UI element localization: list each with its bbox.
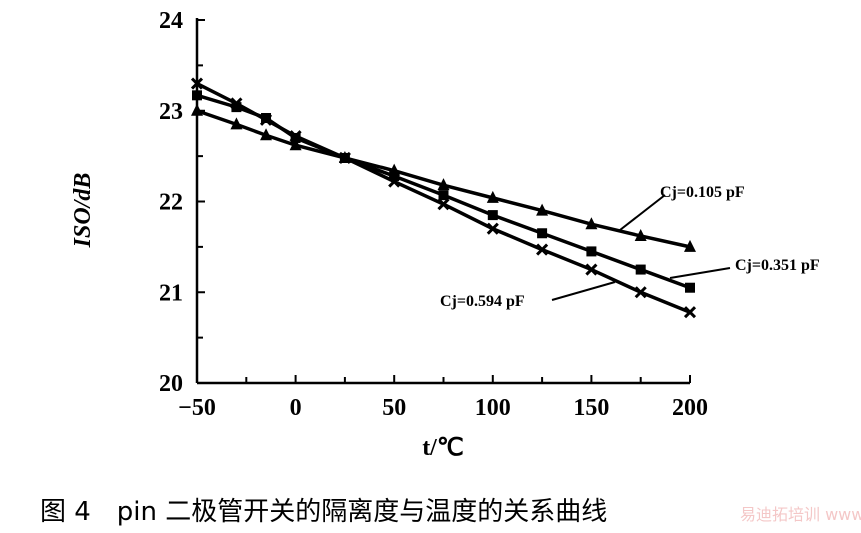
label-cj-0594: Cj=0.594 pF bbox=[440, 293, 525, 310]
x-marker bbox=[289, 130, 302, 143]
triangle-marker bbox=[585, 217, 598, 230]
triangle-marker bbox=[260, 128, 273, 141]
series-line-0 bbox=[196, 109, 691, 249]
leader-line-0351 bbox=[669, 267, 731, 279]
x-tick-label: 100 bbox=[475, 395, 511, 421]
y-tick-label: 24 bbox=[159, 8, 183, 34]
x-marker bbox=[437, 198, 450, 211]
triangle-marker bbox=[536, 203, 549, 216]
triangle-marker bbox=[486, 190, 499, 203]
square-marker bbox=[685, 282, 695, 293]
triangle-marker bbox=[684, 239, 696, 252]
x-marker bbox=[190, 77, 204, 90]
square-marker bbox=[586, 246, 597, 257]
square-marker bbox=[487, 210, 498, 221]
leader-line-0105 bbox=[619, 194, 666, 231]
x-axis-label: t/℃ bbox=[422, 435, 464, 461]
series-line-2 bbox=[196, 81, 691, 314]
triangle-marker bbox=[191, 103, 203, 116]
square-marker bbox=[389, 171, 400, 182]
square-marker bbox=[438, 190, 449, 201]
x-marker bbox=[486, 222, 499, 235]
square-marker bbox=[231, 102, 242, 113]
square-marker bbox=[537, 228, 548, 239]
x-marker bbox=[338, 151, 351, 165]
y-axis-label: ISO/dB bbox=[70, 173, 96, 249]
y-tick-label: 21 bbox=[159, 280, 183, 306]
x-tick-label: 200 bbox=[672, 395, 708, 421]
square-marker bbox=[192, 90, 202, 101]
x-tick-label: 50 bbox=[382, 395, 406, 421]
y-tick-label: 22 bbox=[159, 190, 183, 216]
x-marker bbox=[634, 286, 647, 299]
leader-line-0594 bbox=[551, 281, 616, 301]
triangle-marker bbox=[230, 117, 243, 130]
y-tick-label: 20 bbox=[159, 371, 183, 397]
x-tick-label: −50 bbox=[178, 395, 216, 421]
x-marker bbox=[585, 263, 598, 276]
watermark: 易迪拓培训 www.edatop.com bbox=[740, 505, 861, 524]
square-marker bbox=[635, 264, 646, 275]
y-tick-label: 23 bbox=[159, 99, 183, 125]
x-marker bbox=[230, 97, 243, 110]
figure-caption: 图 4 pin 二极管开关的隔离度与温度的关系曲线 bbox=[40, 497, 607, 527]
triangle-marker bbox=[437, 178, 450, 191]
label-cj-0351: Cj=0.351 pF bbox=[735, 257, 820, 274]
label-cj-0105: Cj=0.105 pF bbox=[660, 184, 745, 201]
x-marker bbox=[388, 175, 401, 188]
x-marker bbox=[259, 113, 273, 126]
x-marker bbox=[536, 243, 549, 256]
x-tick-label: 150 bbox=[573, 395, 609, 421]
triangle-marker bbox=[634, 228, 647, 241]
triangle-marker bbox=[289, 138, 302, 151]
x-tick-label: 0 bbox=[290, 395, 302, 421]
x-marker bbox=[683, 306, 697, 319]
